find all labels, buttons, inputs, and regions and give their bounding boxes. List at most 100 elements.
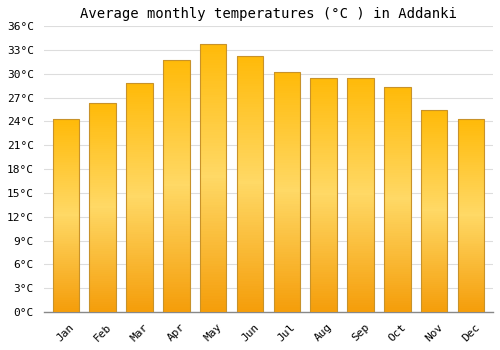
Bar [458, 162, 484, 163]
Bar [52, 194, 79, 196]
Bar [274, 110, 300, 112]
Bar [163, 176, 190, 178]
Bar [236, 171, 263, 174]
Bar [90, 289, 116, 291]
Bar [347, 300, 374, 303]
Bar [90, 149, 116, 151]
Bar [90, 197, 116, 199]
Bar [200, 178, 226, 181]
Bar [90, 283, 116, 285]
Bar [236, 145, 263, 148]
Bar [421, 261, 448, 264]
Bar [200, 293, 226, 296]
Bar [384, 296, 410, 299]
Bar [90, 249, 116, 251]
Bar [274, 240, 300, 242]
Bar [52, 125, 79, 127]
Bar [458, 227, 484, 229]
Bar [310, 197, 337, 199]
Bar [347, 293, 374, 295]
Bar [310, 272, 337, 274]
Bar [421, 190, 448, 192]
Bar [310, 206, 337, 209]
Bar [236, 56, 263, 312]
Bar [200, 231, 226, 234]
Bar [458, 177, 484, 179]
Bar [163, 76, 190, 78]
Bar [163, 118, 190, 121]
Bar [52, 167, 79, 169]
Bar [163, 169, 190, 171]
Bar [421, 247, 448, 249]
Bar [126, 147, 152, 150]
Bar [52, 127, 79, 129]
Bar [126, 189, 152, 191]
Bar [126, 177, 152, 180]
Bar [126, 116, 152, 118]
Bar [274, 175, 300, 177]
Bar [421, 278, 448, 280]
Bar [52, 152, 79, 154]
Bar [458, 152, 484, 154]
Bar [310, 190, 337, 192]
Bar [200, 92, 226, 95]
Bar [52, 270, 79, 272]
Bar [310, 178, 337, 181]
Bar [421, 134, 448, 136]
Bar [236, 133, 263, 135]
Bar [90, 210, 116, 212]
Bar [310, 244, 337, 246]
Bar [52, 254, 79, 256]
Bar [163, 244, 190, 246]
Bar [421, 116, 448, 118]
Bar [52, 142, 79, 144]
Bar [384, 206, 410, 209]
Bar [347, 108, 374, 111]
Bar [347, 303, 374, 305]
Bar [236, 125, 263, 127]
Bar [458, 244, 484, 246]
Bar [236, 138, 263, 140]
Bar [458, 158, 484, 160]
Bar [274, 266, 300, 269]
Bar [347, 174, 374, 176]
Bar [90, 251, 116, 253]
Bar [200, 304, 226, 307]
Bar [274, 233, 300, 235]
Bar [421, 253, 448, 255]
Bar [90, 139, 116, 141]
Bar [384, 307, 410, 310]
Bar [347, 305, 374, 307]
Bar [163, 63, 190, 65]
Bar [458, 310, 484, 312]
Bar [458, 194, 484, 196]
Bar [384, 253, 410, 256]
Bar [163, 252, 190, 254]
Bar [347, 99, 374, 101]
Bar [163, 103, 190, 106]
Bar [163, 214, 190, 216]
Bar [274, 96, 300, 98]
Bar [347, 144, 374, 146]
Bar [310, 242, 337, 244]
Bar [384, 310, 410, 312]
Bar [200, 191, 226, 194]
Bar [52, 289, 79, 291]
Bar [347, 274, 374, 277]
Bar [90, 303, 116, 306]
Bar [384, 90, 410, 92]
Bar [236, 102, 263, 104]
Bar [126, 175, 152, 177]
Bar [90, 107, 116, 110]
Bar [200, 108, 226, 111]
Bar [236, 130, 263, 133]
Bar [310, 122, 337, 125]
Bar [310, 193, 337, 195]
Bar [200, 81, 226, 84]
Bar [274, 197, 300, 199]
Bar [458, 167, 484, 169]
Bar [421, 160, 448, 162]
Bar [384, 159, 410, 161]
Bar [274, 134, 300, 136]
Bar [90, 122, 116, 124]
